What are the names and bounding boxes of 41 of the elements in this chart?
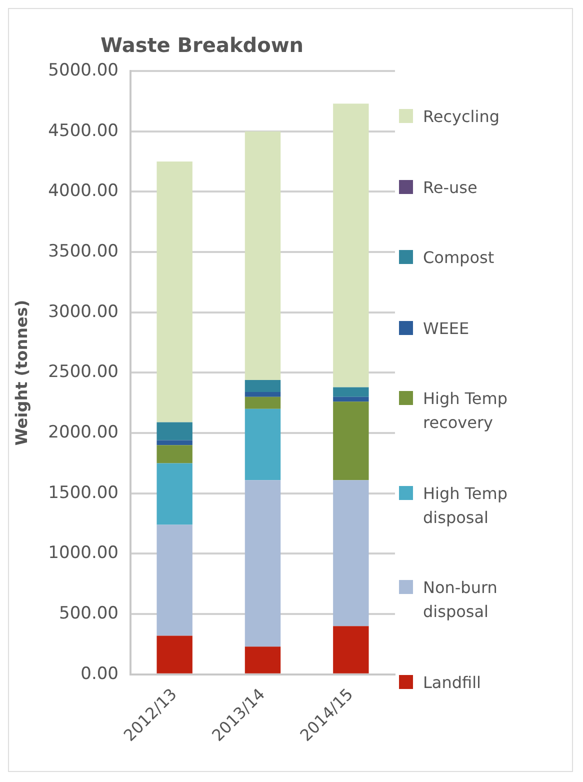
y-tick-label: 1500.00 [48, 482, 118, 503]
bar [156, 524, 192, 636]
bar [244, 480, 281, 647]
bar [244, 380, 281, 392]
y-tick-label: 500.00 [59, 604, 118, 624]
legend-label: Non-burn disposal [423, 577, 498, 624]
legend-label: WEEE [423, 318, 470, 340]
bar [156, 440, 192, 446]
y-axis-title: Weight (tonnes) [12, 300, 31, 446]
bar [156, 463, 192, 525]
legend-label: High Temp recovery [423, 388, 508, 434]
legend-label: Compost [423, 247, 496, 270]
y-tick-label: 5000.00 [48, 60, 118, 80]
bar [333, 480, 369, 626]
bar [333, 104, 369, 388]
bar [333, 626, 369, 674]
bar [156, 445, 192, 464]
legend-label: Re-use [423, 176, 478, 199]
bar [244, 131, 281, 380]
bar [333, 396, 369, 402]
bar [244, 392, 281, 397]
bar [244, 646, 281, 674]
legend-label: Landfill [423, 672, 482, 694]
legend-label: High Temp disposal [423, 482, 508, 529]
bar [156, 636, 192, 674]
y-tick-label: 3000.00 [48, 302, 118, 322]
y-tick-label: 0.00 [80, 664, 118, 684]
bar [333, 402, 369, 480]
bar [156, 422, 192, 440]
bar [244, 408, 281, 480]
bar [156, 162, 192, 422]
y-tick-label: 2500.00 [48, 362, 118, 382]
bar [333, 387, 369, 397]
legend-label: Recycling [423, 106, 500, 128]
y-tick-label: 4000.00 [48, 181, 118, 202]
chart-title: Waste Breakdown [100, 33, 304, 58]
y-tick-label: 3500.00 [48, 241, 118, 262]
y-tick-label: 2000.00 [48, 422, 118, 442]
y-tick-label: 1000.00 [48, 543, 118, 564]
y-tick-label: 4500.00 [48, 120, 118, 141]
bar [244, 396, 281, 409]
